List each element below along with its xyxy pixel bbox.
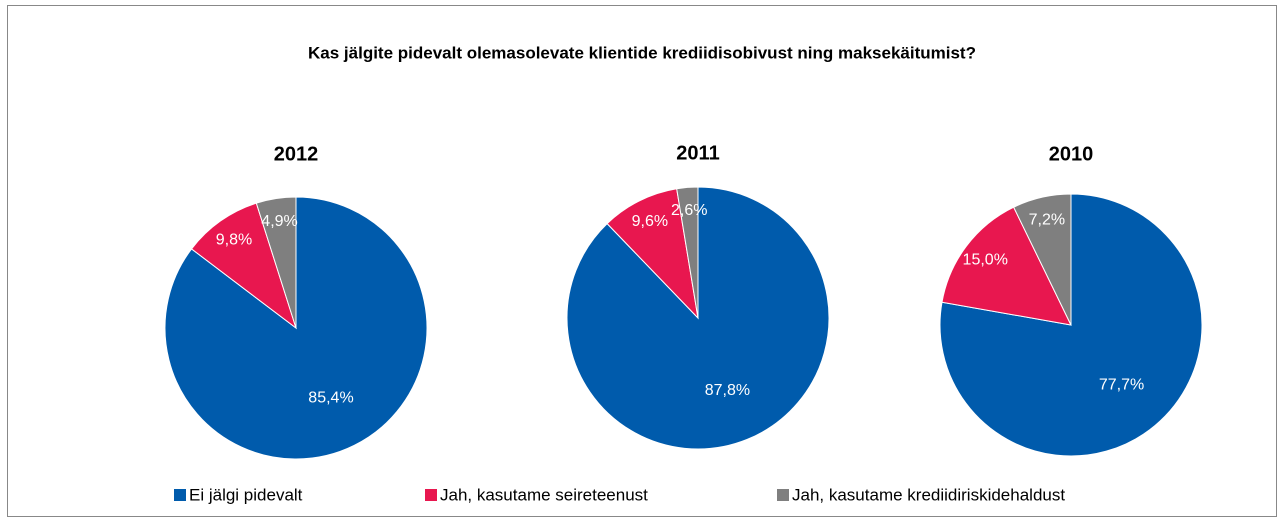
legend-label: Ei jälgi pidevalt [189,485,303,504]
data-label: 77,7% [1099,376,1144,393]
pie-title: 2011 [676,142,719,164]
legend-label: Jah, kasutame seireteenust [440,485,648,504]
data-label: 9,6% [632,213,668,230]
data-label: 85,4% [308,390,353,407]
data-label: 2,6% [671,202,707,219]
pie-slice [190,202,297,330]
data-label: 4,9% [261,213,297,230]
legend-label: Jah, kasutame krediidiriskidehaldust [792,485,1065,504]
pie-slice [164,196,428,460]
data-label: 87,8% [705,382,750,399]
pie-slice [1013,193,1072,326]
pie-title: 2010 [1049,143,1094,165]
legend-swatch [777,489,789,501]
data-label: 7,2% [1029,212,1065,229]
pie-slice [255,196,297,329]
pie-title: 2012 [274,143,319,165]
chart-title: Kas jälgite pidevalt olemasolevate klien… [308,43,976,62]
legend-swatch [425,489,437,501]
legend-swatch [174,489,186,501]
pie-slice [941,206,1072,326]
data-label: 15,0% [963,252,1008,269]
pie-slice [606,188,699,320]
pie-slice [676,186,699,319]
data-label: 9,8% [216,231,252,248]
